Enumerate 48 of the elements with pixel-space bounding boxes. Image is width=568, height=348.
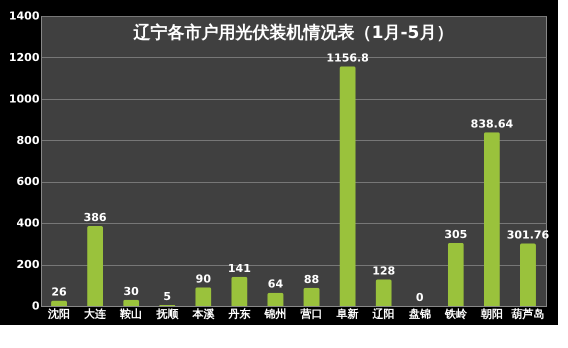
- data-label: 386: [84, 211, 107, 224]
- data-label: 141: [228, 262, 251, 275]
- x-tick-label: 葫芦岛: [510, 308, 544, 320]
- data-label: 64: [268, 278, 284, 291]
- data-label: 30: [124, 284, 140, 298]
- x-tick-label: 本溪: [191, 308, 216, 320]
- x-tick-label: 丹东: [227, 308, 250, 320]
- x-tick-label: 大连: [84, 308, 108, 320]
- x-tick-label: 鞍山: [119, 308, 142, 320]
- y-tick-label: 200: [16, 258, 40, 272]
- bar: [448, 242, 464, 306]
- data-label: 1156.8: [326, 51, 369, 64]
- bar: [267, 292, 284, 306]
- x-tick-label: 辽阳: [372, 308, 395, 320]
- data-label: 5: [163, 290, 172, 303]
- y-tick-label: 600: [16, 175, 40, 188]
- x-tick-label: 朝阳: [480, 308, 503, 320]
- x-tick-label: 铁岭: [444, 308, 468, 320]
- x-tick-label: 盘锦: [408, 308, 431, 320]
- y-tick-label: 0: [32, 300, 40, 312]
- bar: [304, 288, 320, 306]
- bar: [231, 276, 248, 306]
- bar: [340, 66, 356, 306]
- data-label: 838.64: [470, 117, 514, 130]
- data-label: 88: [304, 272, 320, 286]
- y-tick-label: 1400: [8, 10, 40, 22]
- y-tick-label: 800: [16, 134, 40, 147]
- chart-title: 辽宁各市户用光伏装机情况表（1月-5月）: [132, 23, 454, 43]
- y-tick-label: 400: [16, 216, 40, 230]
- y-tick-label: 1200: [8, 50, 40, 64]
- bar: [484, 132, 500, 306]
- data-label: 301.76: [506, 228, 550, 242]
- bar: [376, 279, 392, 306]
- data-label: 128: [372, 264, 396, 278]
- x-tick-label: 营口: [300, 308, 323, 320]
- data-label: 305: [444, 228, 468, 241]
- y-tick-label: 1000: [8, 92, 40, 106]
- data-label: 90: [196, 272, 212, 286]
- x-tick-label: 阜新: [336, 308, 359, 320]
- bar: [195, 287, 212, 306]
- bar: [123, 300, 140, 306]
- bar: [520, 243, 536, 306]
- x-tick-label: 沈阳: [47, 308, 70, 320]
- bar: [87, 226, 104, 306]
- x-tick-label: 抚顺: [155, 308, 180, 320]
- x-tick-label: 锦州: [263, 308, 286, 320]
- data-label: 26: [51, 286, 68, 299]
- data-label: 0: [416, 291, 424, 304]
